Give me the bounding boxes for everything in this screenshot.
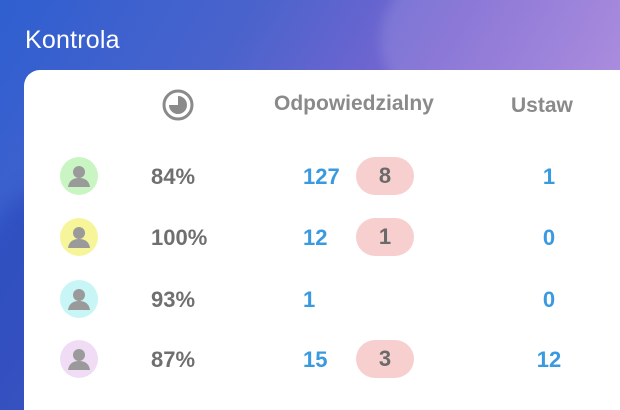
set-count[interactable]: 1 xyxy=(542,164,556,189)
issue-badge[interactable]: 8 xyxy=(356,157,414,195)
avatar xyxy=(60,157,98,195)
user-icon xyxy=(68,166,90,187)
header-set: Ustaw xyxy=(511,94,573,117)
responsible-count[interactable]: 15 xyxy=(303,347,328,372)
completion-percent: 93% xyxy=(151,287,196,312)
issue-badge[interactable]: 3 xyxy=(356,340,414,378)
table-header: Odpowiedzialny Ustaw xyxy=(24,70,620,140)
clock-icon xyxy=(161,88,195,122)
user-icon xyxy=(68,227,90,248)
avatar xyxy=(60,340,98,378)
app-title: Kontrola xyxy=(25,26,120,54)
user-icon xyxy=(68,289,90,310)
set-count[interactable]: 12 xyxy=(536,347,562,372)
table-row[interactable]: 84% 127 8 1 xyxy=(24,155,620,199)
issue-badge[interactable]: 1 xyxy=(356,218,414,256)
avatar xyxy=(60,280,98,318)
control-card: Odpowiedzialny Ustaw 84% 127 8 1 xyxy=(24,70,620,410)
completion-percent: 100% xyxy=(151,225,208,250)
table-row[interactable]: 87% 15 3 12 xyxy=(24,338,620,382)
table-row[interactable]: 100% 12 1 0 xyxy=(24,216,620,260)
table-row[interactable]: 93% 1 0 xyxy=(24,278,620,322)
set-count[interactable]: 0 xyxy=(542,287,556,312)
header-responsible: Odpowiedzialny xyxy=(274,92,434,115)
responsible-count[interactable]: 1 xyxy=(303,287,316,312)
responsible-count[interactable]: 12 xyxy=(303,225,328,250)
avatar xyxy=(60,218,98,256)
set-count[interactable]: 0 xyxy=(542,225,556,250)
user-icon xyxy=(68,349,90,370)
completion-percent: 84% xyxy=(151,164,196,189)
responsible-count[interactable]: 127 xyxy=(303,164,340,189)
completion-percent: 87% xyxy=(151,347,196,372)
